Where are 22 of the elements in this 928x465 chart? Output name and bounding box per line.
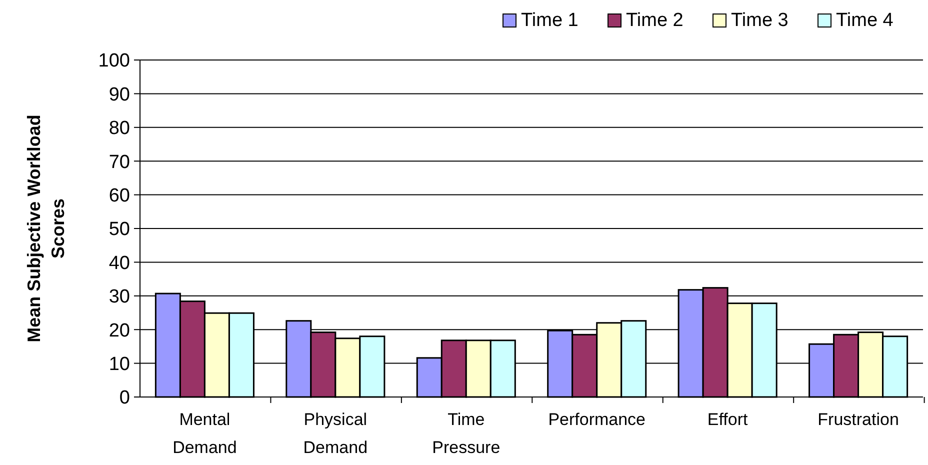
legend-label: Time 2 bbox=[626, 10, 684, 31]
x-tick-label: Effort bbox=[707, 410, 748, 429]
y-tick-label: 30 bbox=[108, 286, 130, 308]
y-tick-label: 50 bbox=[108, 219, 130, 240]
y-tick-label: 100 bbox=[98, 50, 130, 72]
x-tick-label: Frustration bbox=[818, 410, 899, 429]
y-tick-label: 60 bbox=[108, 185, 130, 206]
y-tick-label: 90 bbox=[108, 84, 130, 106]
x-tick-label: Mental Demand bbox=[172, 410, 237, 457]
y-axis-title: Mean Subjective Workload Scores bbox=[24, 114, 68, 342]
legend-label: Time 3 bbox=[731, 10, 788, 31]
x-tick-label: Time Pressure bbox=[432, 410, 500, 457]
y-tick-label: 0 bbox=[119, 388, 130, 409]
x-tick-label: Performance bbox=[548, 410, 646, 429]
y-tick-label: 70 bbox=[108, 152, 130, 173]
x-tick-label: Physical Demand bbox=[303, 410, 368, 457]
legend-label: Time 1 bbox=[521, 10, 578, 31]
y-tick-label: 40 bbox=[108, 252, 130, 274]
y-tick-label: 10 bbox=[108, 354, 130, 375]
y-tick-label: 80 bbox=[108, 118, 130, 140]
legend-label: Time 4 bbox=[836, 10, 894, 31]
y-tick-label: 20 bbox=[108, 320, 130, 342]
